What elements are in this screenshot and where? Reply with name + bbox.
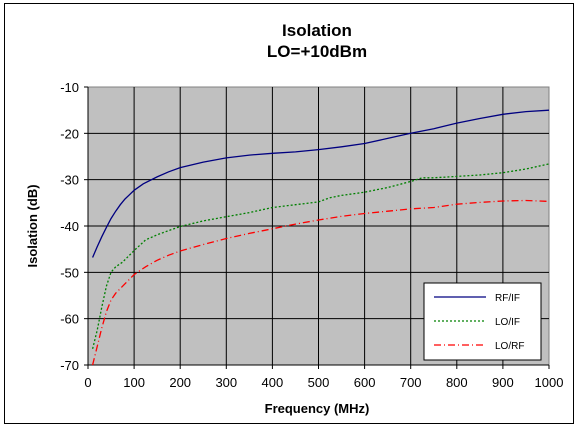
series-line-lo-rf — [91, 199, 550, 366]
y-axis-ticks: -10 -20 -30 -40 -50 -60 -70 — [60, 80, 88, 373]
y-tick-label: -30 — [60, 173, 79, 188]
series-group — [91, 109, 550, 366]
x-tick-label: 500 — [308, 375, 330, 390]
x-tick-label: 800 — [446, 375, 468, 390]
x-tick-label: 700 — [400, 375, 422, 390]
y-tick-label: -60 — [60, 312, 79, 327]
chart-subtitle: LO=+10dBm — [267, 42, 367, 61]
legend-label: LO/RF — [495, 341, 524, 352]
x-tick-label: 300 — [215, 375, 237, 390]
x-tick-label: 400 — [262, 375, 284, 390]
x-tick-label: 600 — [354, 375, 376, 390]
chart-title: Isolation — [282, 21, 352, 40]
y-tick-label: -40 — [60, 219, 79, 234]
x-tick-label: 100 — [123, 375, 145, 390]
x-tick-label: 900 — [492, 375, 514, 390]
x-tick-label: 200 — [169, 375, 191, 390]
series-line-lo-if — [91, 163, 550, 349]
x-axis-title: Frequency (MHz) — [265, 401, 370, 416]
y-tick-label: -70 — [60, 358, 79, 373]
y-tick-label: -20 — [60, 126, 79, 141]
y-axis-title: Isolation (dB) — [25, 184, 40, 267]
x-tick-label: 0 — [84, 375, 91, 390]
series-line-rf-if — [92, 109, 550, 258]
legend-label: LO/IF — [495, 317, 520, 328]
y-tick-label: -10 — [60, 80, 79, 95]
x-tick-label: 1000 — [535, 375, 564, 390]
legend: RF/IF LO/IF LO/RF — [423, 282, 542, 361]
x-axis-ticks: 0 100 200 300 400 500 600 700 800 900 1000 — [84, 365, 563, 390]
legend-label: RF/IF — [495, 293, 520, 304]
y-tick-label: -50 — [60, 265, 79, 280]
